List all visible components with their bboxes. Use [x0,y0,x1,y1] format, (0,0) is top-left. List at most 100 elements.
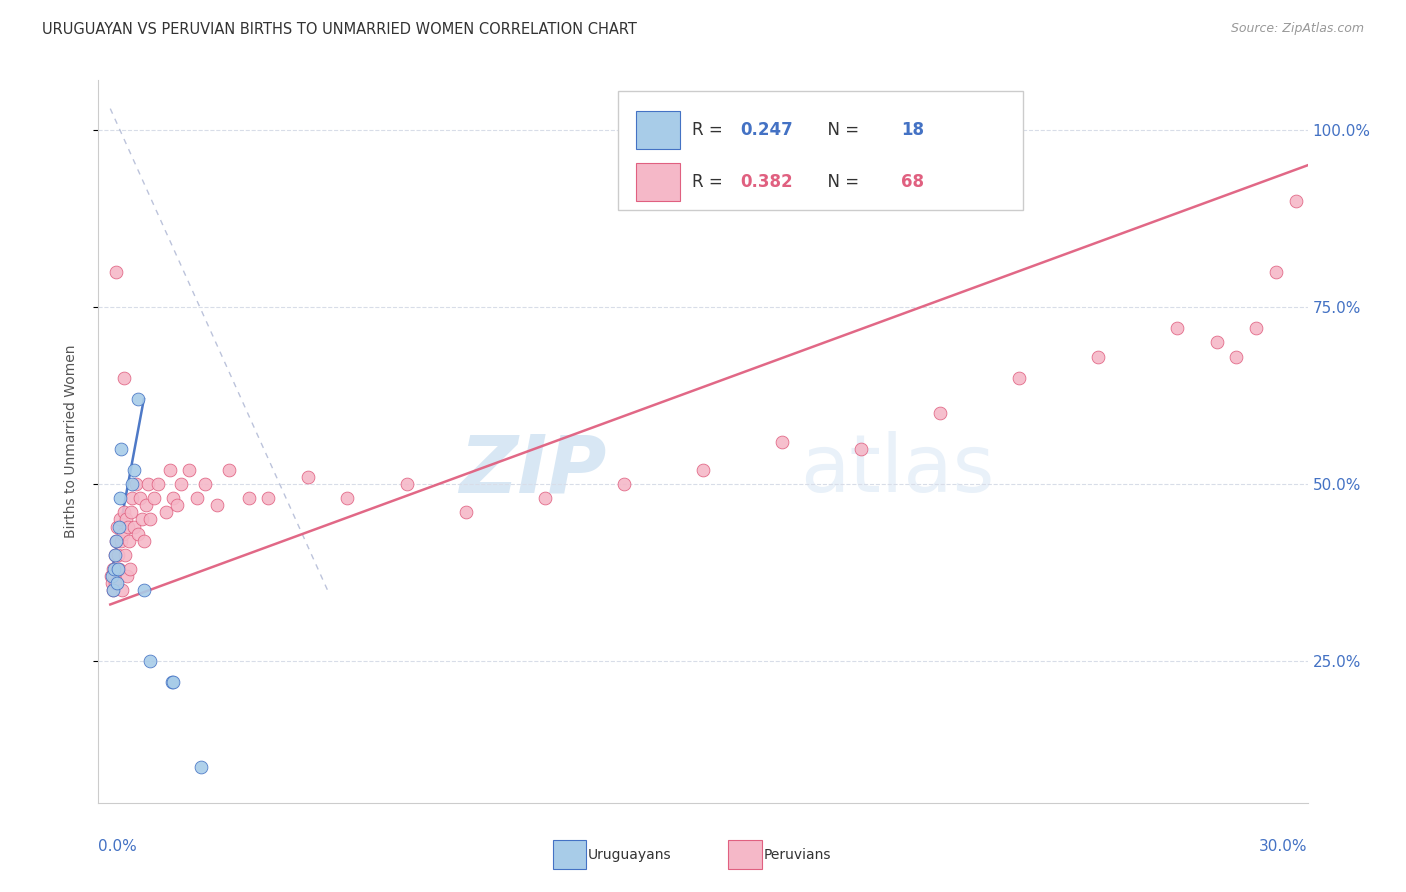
Point [139,512,162,526]
Point [186,491,208,506]
Point [111,526,134,541]
Point [534,491,557,506]
Point [121,477,143,491]
Point [613,477,636,491]
Text: N =: N = [817,121,865,139]
Point [117,519,139,533]
Text: 30.0%: 30.0% [1260,838,1308,854]
Point [155,505,177,519]
Point [132,533,155,548]
Point [395,477,418,491]
Point [118,533,141,548]
Point [1008,371,1031,385]
Point [132,583,155,598]
Point [849,442,872,456]
Point [257,491,280,506]
Point [146,477,169,491]
Point [105,519,128,533]
FancyBboxPatch shape [637,163,681,201]
Point [120,505,142,519]
Point [122,463,145,477]
Point [1265,264,1288,278]
Point [160,675,183,690]
Point [107,548,129,562]
Text: Uruguayans: Uruguayans [588,847,671,862]
Point [125,477,148,491]
Text: R =: R = [692,173,728,191]
Text: N =: N = [817,173,865,191]
Point [108,491,131,506]
Point [1166,321,1188,335]
Text: 0.0%: 0.0% [98,838,138,854]
Point [170,477,193,491]
Point [162,491,184,506]
Point [110,533,132,548]
Point [136,477,159,491]
Point [135,498,157,512]
Text: URUGUAYAN VS PERUVIAN BIRTHS TO UNMARRIED WOMEN CORRELATION CHART: URUGUAYAN VS PERUVIAN BIRTHS TO UNMARRIE… [42,22,637,37]
Point [159,463,181,477]
Point [103,583,125,598]
Point [103,583,125,598]
Point [105,264,128,278]
Point [122,519,145,533]
Point [194,477,217,491]
Text: Source: ZipAtlas.com: Source: ZipAtlas.com [1230,22,1364,36]
Point [121,491,143,506]
Point [1087,350,1109,364]
Text: 68: 68 [901,173,924,191]
Y-axis label: Births to Unmarried Women: Births to Unmarried Women [63,345,77,538]
Point [103,569,125,583]
Text: ZIP: ZIP [458,432,606,509]
Point [129,491,152,506]
Point [1285,194,1308,208]
Text: 0.382: 0.382 [741,173,793,191]
Point [131,512,153,526]
Point [108,519,131,533]
Point [297,470,319,484]
Point [162,675,184,690]
Point [1225,350,1247,364]
Point [218,463,240,477]
Point [108,562,131,576]
Point [101,569,124,583]
Text: 18: 18 [901,121,924,139]
Point [1205,335,1227,350]
Point [139,654,162,668]
Point [111,583,134,598]
Point [929,406,952,420]
Text: Peruvians: Peruvians [763,847,831,862]
Point [115,569,138,583]
Point [1244,321,1267,335]
Point [104,548,127,562]
Point [100,569,122,583]
Point [115,512,138,526]
Text: atlas: atlas [800,432,994,509]
Point [103,562,125,576]
Point [108,512,131,526]
Point [336,491,359,506]
Text: 0.247: 0.247 [741,121,793,139]
Point [190,760,212,774]
Point [179,463,201,477]
FancyBboxPatch shape [637,112,681,149]
Point [105,562,128,576]
Point [101,562,124,576]
Point [166,498,188,512]
Point [110,442,132,456]
Point [238,491,260,506]
Text: R =: R = [692,121,728,139]
Point [127,526,149,541]
Point [692,463,714,477]
Point [142,491,165,506]
Point [112,505,135,519]
Point [104,576,127,591]
Point [770,434,793,449]
FancyBboxPatch shape [619,91,1024,211]
Point [101,576,124,591]
Point [127,392,149,406]
Point [118,562,141,576]
Point [107,562,129,576]
Point [114,548,136,562]
Point [105,533,128,548]
